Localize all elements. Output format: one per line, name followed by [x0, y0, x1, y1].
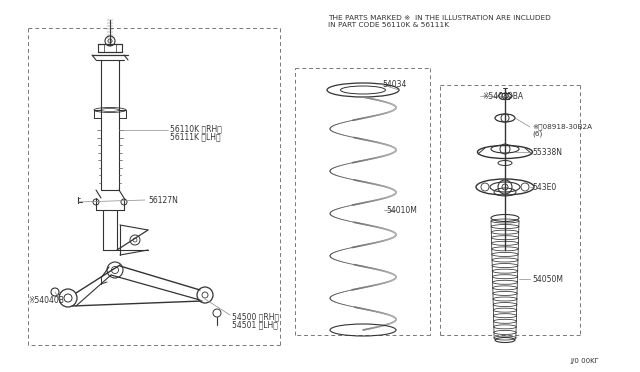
Text: 54500 〈RH〉: 54500 〈RH〉 — [232, 312, 279, 321]
Text: 54034: 54034 — [382, 80, 406, 89]
Text: ※ⓝ08918-30B2A
(6): ※ⓝ08918-30B2A (6) — [532, 123, 592, 137]
Text: THE PARTS MARKED ※  IN THE ILLUSTRATION ARE INCLUDED
IN PART CODE 56110K & 56111: THE PARTS MARKED ※ IN THE ILLUSTRATION A… — [328, 15, 551, 28]
Text: J/0 00KΓ: J/0 00KΓ — [570, 358, 598, 364]
Text: 54050M: 54050M — [532, 275, 563, 284]
Text: 55338N: 55338N — [532, 148, 562, 157]
Text: 54010M: 54010M — [386, 206, 417, 215]
Text: 56127N: 56127N — [148, 196, 178, 205]
Text: ※54040B: ※54040B — [28, 296, 64, 305]
Text: 54501 〈LH〉: 54501 〈LH〉 — [232, 320, 278, 329]
Text: 56110K 〈RH〉: 56110K 〈RH〉 — [170, 124, 222, 133]
Text: 543E0: 543E0 — [532, 183, 556, 192]
Text: ※54040BA: ※54040BA — [482, 92, 523, 101]
Text: 56111K 〈LH〉: 56111K 〈LH〉 — [170, 132, 221, 141]
